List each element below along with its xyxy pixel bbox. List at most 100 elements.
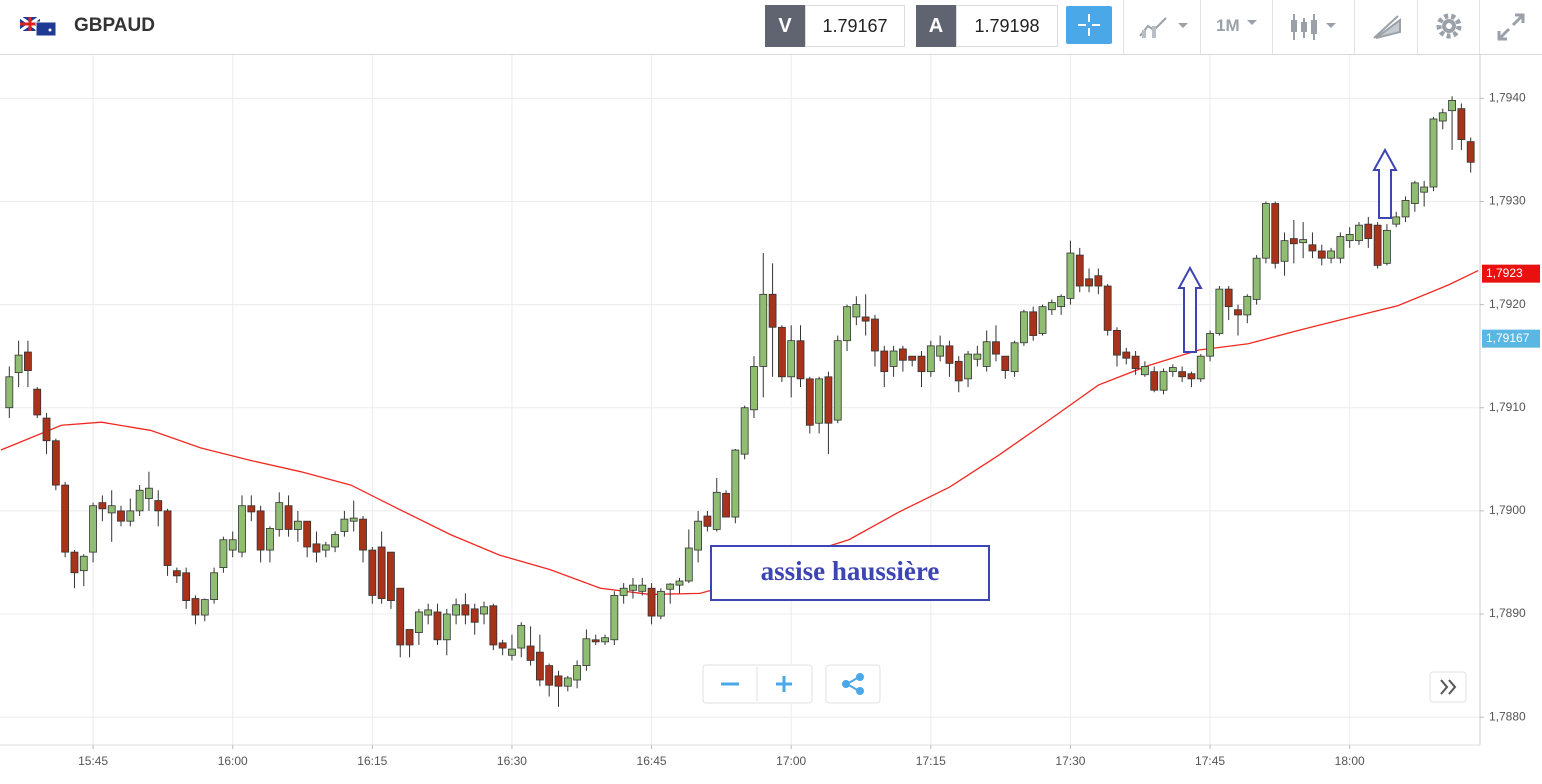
candle-body [545, 665, 554, 686]
timeframe[interactable]: 1M [1216, 16, 1240, 35]
candle-body [508, 648, 516, 656]
candle-body [1206, 333, 1214, 357]
separator [1200, 0, 1201, 54]
chart-type-button[interactable] [1138, 14, 1192, 40]
candle-body [321, 544, 330, 551]
candle-body [154, 500, 163, 512]
x-tick-label: 16:00 [218, 754, 248, 768]
candle-body [554, 675, 563, 687]
candle-body [489, 605, 498, 646]
candle-body [684, 547, 693, 582]
candle-body [619, 587, 628, 596]
candle-body [1420, 186, 1429, 193]
candle-body [414, 611, 423, 633]
fullscreen-button[interactable] [1496, 12, 1526, 42]
price-tag [1482, 264, 1540, 283]
share-button[interactable] [825, 664, 881, 704]
candle-body [750, 366, 758, 411]
candle-body [284, 505, 293, 530]
separator [1272, 0, 1273, 54]
candle-body [898, 348, 907, 361]
candle-style-button[interactable] [1288, 12, 1342, 42]
separator [1123, 0, 1124, 54]
x-tick-label: 15:45 [78, 754, 108, 768]
candle-body [740, 407, 749, 455]
candle-body [1168, 367, 1177, 373]
candle-body [982, 341, 991, 367]
candle-body [517, 624, 526, 649]
candle-body [359, 518, 367, 551]
zoom-in-button[interactable] [776, 676, 792, 692]
bid-label[interactable]: V [765, 5, 805, 47]
candle-body [610, 595, 619, 641]
candle-body [535, 651, 544, 681]
annotation: assise haussière [761, 556, 940, 586]
dropdown-caret[interactable] [1246, 18, 1260, 28]
candle-body [1085, 278, 1093, 287]
candle-body [126, 510, 135, 522]
candle-body [824, 376, 833, 424]
x-tick-label: 18:00 [1335, 754, 1365, 768]
candle-body [405, 629, 414, 646]
candle-body [591, 639, 600, 643]
separator [1417, 0, 1418, 54]
drawing-tool-button[interactable] [1372, 12, 1402, 40]
candle-body [731, 449, 740, 518]
candle-body [1252, 257, 1261, 300]
candle-body [210, 572, 218, 600]
candle-body [424, 609, 433, 616]
candle-body [1327, 250, 1335, 259]
candle-body [266, 528, 274, 551]
x-tick-label: 17:00 [776, 754, 806, 768]
candle-body [638, 584, 647, 592]
candle-body [1317, 250, 1326, 259]
candle-body [1029, 311, 1038, 336]
candle-body [238, 505, 246, 553]
candle-body [247, 505, 256, 513]
candle-body [1038, 306, 1047, 334]
candle-body [666, 583, 675, 590]
candle-body [228, 539, 237, 551]
candle-body [852, 304, 861, 318]
x-tick-label: 16:45 [637, 754, 667, 768]
x-tick-label: 17:30 [1055, 754, 1085, 768]
candle-body [1075, 254, 1084, 287]
y-tick-label: 1,7880 [1489, 709, 1526, 723]
crosshair-button[interactable] [1066, 6, 1112, 44]
candle-body [880, 350, 889, 373]
candle-body [442, 613, 451, 641]
candle-body [759, 293, 768, 367]
candle-body [563, 677, 572, 687]
candle-body [498, 642, 507, 649]
candle-body [815, 378, 824, 424]
x-tick-label: 16:15 [357, 754, 387, 768]
candle-body [61, 484, 70, 553]
candle-body [191, 598, 200, 616]
candle-body [889, 350, 898, 367]
bid-price[interactable]: 1.79167 [805, 5, 905, 47]
candle-body [936, 345, 945, 357]
candle-body [1010, 342, 1019, 373]
candle-body [182, 572, 191, 602]
candle-body [1438, 112, 1447, 122]
candle-body [1234, 309, 1242, 316]
candle-body [1383, 229, 1391, 264]
candle-body [601, 637, 609, 643]
candle-body [1364, 223, 1373, 239]
up-arrow [1372, 147, 1398, 219]
candle-body [51, 440, 60, 486]
candle-body [1336, 236, 1345, 259]
settings-button[interactable] [1434, 11, 1464, 41]
candle-body [349, 517, 358, 522]
candle-body [70, 551, 79, 574]
ask-label[interactable]: A [916, 5, 956, 47]
candle-body [89, 505, 97, 553]
candle-body [172, 570, 181, 577]
candle-body [377, 546, 386, 599]
candle-body [694, 520, 703, 551]
candle-body [1019, 311, 1028, 344]
candle-body [796, 340, 805, 380]
candle-body [433, 611, 442, 641]
ask-price[interactable]: 1.79198 [956, 5, 1058, 47]
